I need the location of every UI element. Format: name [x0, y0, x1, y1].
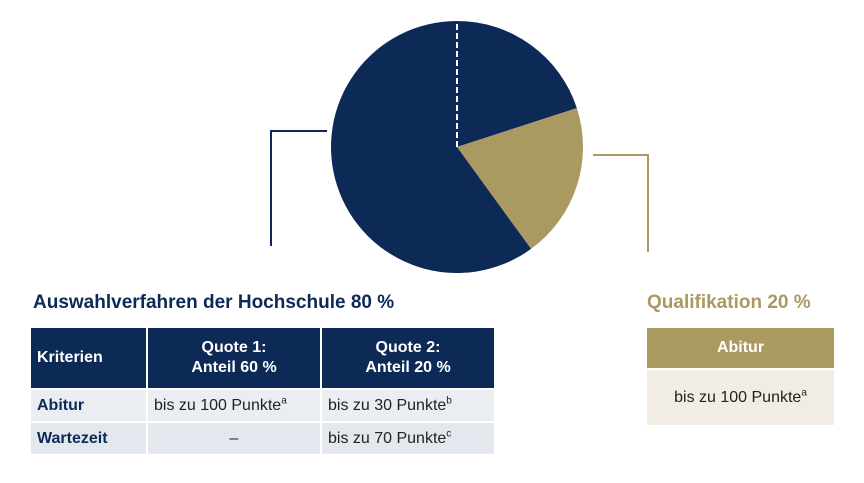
header-quote2: Quote 2: Anteil 20 %: [322, 328, 494, 388]
qualification-table: Abitur bis zu 100 Punktea: [645, 326, 836, 427]
table-row: Abitur bis zu 100 Punktea bis zu 30 Punk…: [31, 390, 494, 421]
qualification-value: bis zu 100 Punktea: [647, 370, 834, 425]
cell-abitur-quote1: bis zu 100 Punktea: [148, 390, 320, 421]
qualification-header: Abitur: [647, 328, 834, 368]
header-quote1-line2: Anteil 60 %: [191, 359, 277, 376]
pie-slice-3: [457, 108, 584, 249]
row-label-wartezeit: Wartezeit: [31, 423, 146, 454]
left-connector-line: [270, 130, 327, 246]
pie-slice-1: [331, 21, 532, 273]
header-quote2-line2: Anteil 20 %: [365, 359, 451, 376]
right-section-title: Qualifikation 20 %: [647, 292, 811, 313]
header-criteria: Kriterien: [31, 328, 146, 388]
pie-slice-2: [457, 21, 577, 147]
cell-abitur-quote2: bis zu 30 Punkteb: [322, 390, 494, 421]
left-criteria-table: Kriterien Quote 1: Anteil 60 % Quote 2: …: [29, 326, 496, 456]
header-quote1: Quote 1: Anteil 60 %: [148, 328, 320, 388]
row-label-abitur: Abitur: [31, 390, 146, 421]
left-section-title: Auswahlverfahren der Hochschule 80 %: [33, 292, 395, 313]
cell-wartezeit-quote1: –: [148, 423, 320, 454]
left-table-header-row: Kriterien Quote 1: Anteil 60 % Quote 2: …: [31, 328, 494, 388]
table-row: Wartezeit – bis zu 70 Punktec: [31, 423, 494, 454]
header-quote1-line1: Quote 1:: [201, 339, 267, 356]
right-connector-line: [593, 154, 649, 252]
cell-wartezeit-quote2: bis zu 70 Punktec: [322, 423, 494, 454]
header-quote2-line1: Quote 2:: [375, 339, 441, 356]
